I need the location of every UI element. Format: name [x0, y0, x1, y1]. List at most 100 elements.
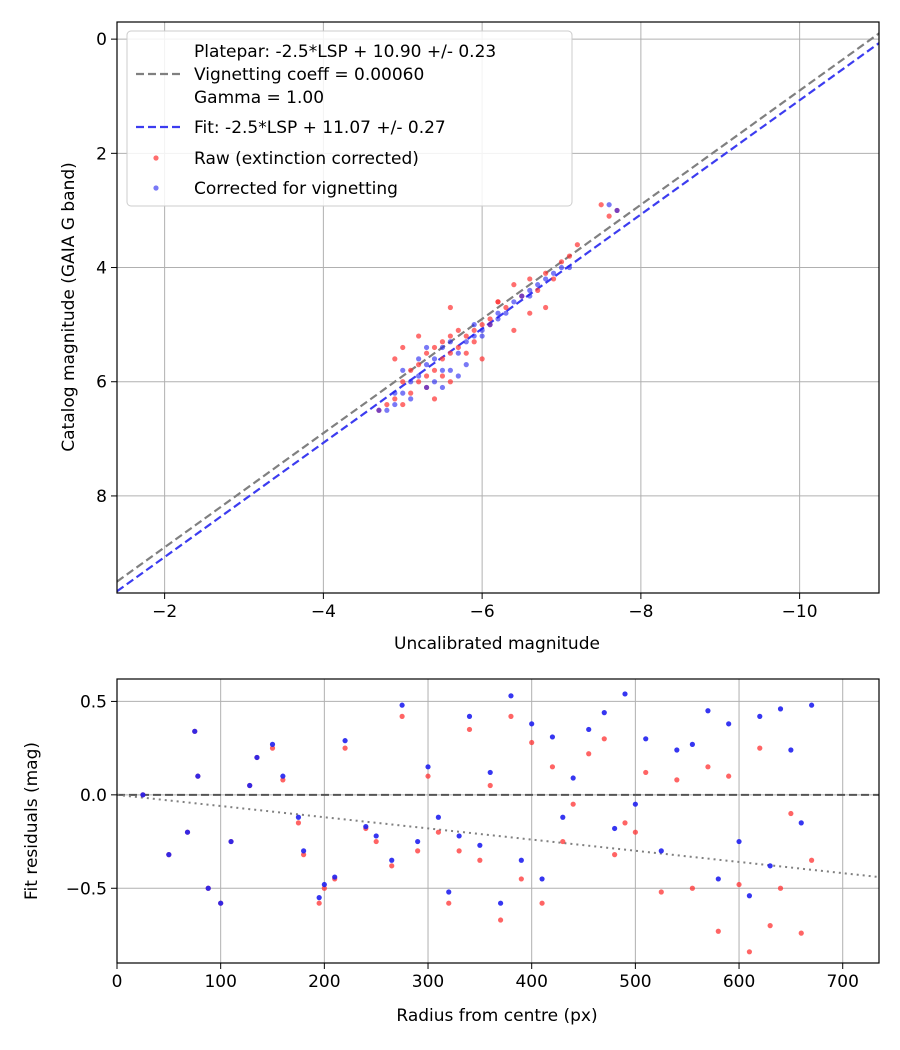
raw-point: [416, 333, 422, 339]
y-tick-label: 4: [96, 259, 107, 279]
corrected-residual-point: [560, 814, 566, 820]
raw-point: [447, 333, 453, 339]
corrected-residual-point: [622, 691, 628, 697]
raw-residual-point: [399, 713, 405, 719]
corrected-point: [495, 310, 501, 316]
corrected-residual-point: [601, 710, 607, 716]
x-tick-label: 500: [619, 972, 651, 992]
raw-point: [487, 316, 493, 322]
raw-point: [598, 202, 604, 208]
legend-corrected-marker: [153, 185, 159, 191]
raw-point: [416, 379, 422, 385]
vignetting-reference-line: [117, 793, 879, 879]
raw-residual-point: [560, 838, 566, 845]
corrected-residual-point: [632, 801, 638, 807]
corrected-residual-point: [746, 893, 753, 899]
corrected-point: [471, 322, 477, 328]
corrected-point: [439, 344, 446, 351]
corrected-residual-point: [777, 706, 784, 712]
corrected-residual-point: [508, 693, 514, 699]
corrected-point: [535, 282, 541, 288]
corrected-residual-point: [205, 885, 211, 891]
raw-point: [447, 304, 453, 311]
bottom-axis-ticks: 0 100 200 300 400 500 600 700 −0.5 0.0 0.5: [66, 692, 859, 992]
corrected-point: [400, 367, 406, 373]
raw-residual-point: [622, 820, 628, 826]
corrected-point: [503, 310, 509, 316]
raw-residual-point: [518, 876, 524, 882]
top-plot-frame: [116, 21, 880, 594]
corrected-residual-point: [689, 741, 695, 747]
corrected-point: [423, 384, 430, 391]
raw-point: [408, 390, 414, 396]
raw-residual-point: [415, 848, 421, 854]
corrected-residual-point: [477, 842, 483, 848]
raw-point: [423, 350, 430, 356]
corrected-point: [487, 322, 493, 328]
raw-residual-point: [301, 852, 307, 858]
y-tick-label: −0.5: [66, 879, 107, 899]
legend-platepar-line-2: Vignetting coeff = 0.00060: [194, 65, 424, 85]
corrected-point: [550, 270, 557, 276]
corrected-point: [614, 207, 620, 214]
y-tick-label: 8: [96, 487, 107, 507]
corrected-residual-point: [788, 747, 794, 753]
x-tick-label: 400: [515, 972, 547, 992]
corrected-residual-point: [705, 708, 711, 714]
x-tick-label: −6: [470, 602, 495, 622]
corrected-point: [495, 316, 501, 322]
raw-point: [471, 327, 477, 333]
corrected-point: [416, 373, 422, 379]
x-tick-label: 0: [112, 972, 123, 992]
raw-point: [408, 367, 414, 373]
raw-residual-point: [508, 713, 514, 719]
corrected-point: [511, 299, 517, 305]
raw-residual-point: [586, 751, 592, 757]
corrected-residual-point: [254, 754, 260, 761]
legend-platepar-line-1: Platepar: -2.5*LSP + 10.90 +/- 0.23: [194, 42, 496, 62]
legend-fit-label: Fit: -2.5*LSP + 11.07 +/- 0.27: [194, 118, 446, 138]
y-tick-label: 0.5: [80, 692, 107, 712]
raw-residual-point: [456, 848, 462, 854]
y-tick-label: 0.0: [80, 786, 107, 806]
raw-residual-point: [570, 801, 576, 807]
corrected-residual-point: [466, 713, 473, 719]
corrected-residual-point: [518, 857, 524, 863]
corrected-residual-point: [539, 876, 545, 882]
raw-point: [439, 373, 446, 379]
x-tick-label: −2: [152, 602, 177, 622]
corrected-residual-point: [301, 848, 307, 854]
raw-point: [455, 327, 461, 333]
raw-residual-point: [777, 885, 784, 891]
corrected-residual-point: [415, 838, 421, 845]
corrected-point: [423, 362, 430, 368]
legend-platepar-line-3: Gamma = 1.00: [194, 88, 324, 108]
corrected-residual-point: [435, 814, 441, 820]
corrected-point: [455, 373, 461, 379]
raw-residual-point: [715, 928, 721, 934]
corrected-residual-point: [295, 814, 302, 820]
corrected-residual-point: [140, 792, 146, 798]
corrected-point: [384, 407, 390, 413]
corrected-point: [463, 362, 469, 368]
raw-point: [384, 401, 390, 408]
corrected-point: [439, 384, 446, 391]
raw-point: [471, 339, 477, 345]
raw-point: [455, 344, 461, 351]
platepar-line: [117, 32, 879, 583]
raw-residual-point: [342, 745, 348, 751]
raw-residual-point: [705, 764, 711, 770]
corrected-point: [431, 379, 438, 385]
raw-point: [550, 276, 557, 282]
corrected-residual-point: [218, 900, 224, 906]
raw-residual-point: [389, 863, 395, 869]
corrected-residual-point: [389, 857, 395, 863]
bottom-y-axis-label: Fit residuals (mag): [22, 742, 42, 900]
raw-residual-point: [435, 829, 441, 835]
corrected-residual-point: [757, 713, 763, 719]
x-tick-label: 600: [723, 972, 755, 992]
raw-residual-point: [809, 857, 815, 863]
top-y-axis-label: Catalog magnitude (GAIA G band): [59, 162, 79, 452]
raw-residual-point: [269, 745, 276, 751]
